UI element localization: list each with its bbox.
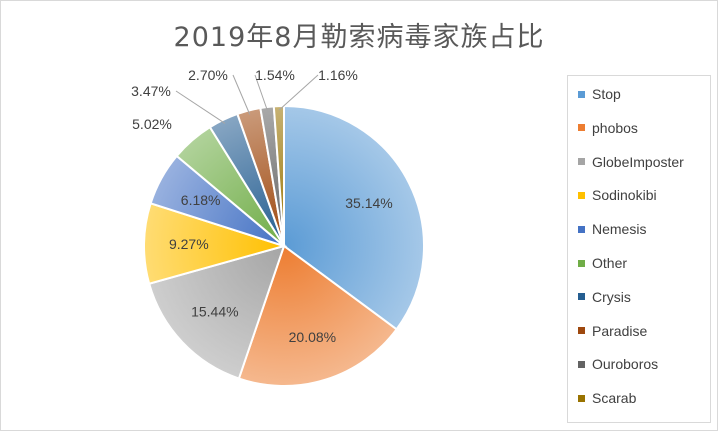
legend-item-stop: Stop bbox=[578, 84, 621, 104]
legend-swatch bbox=[578, 360, 585, 368]
data-label-ouroboros: 1.54% bbox=[255, 67, 295, 83]
legend-item-crysis: Crysis bbox=[578, 287, 631, 307]
chart-legend: Stop phobos GlobeImposter Sodinokibi Nemesis… bbox=[567, 75, 711, 423]
leader-line-paradise bbox=[232, 74, 251, 115]
legend-label: Scarab bbox=[592, 390, 637, 407]
data-label-scarab: 1.16% bbox=[318, 67, 358, 83]
legend-swatch bbox=[578, 259, 585, 267]
legend-swatch bbox=[578, 293, 585, 301]
legend-swatch bbox=[578, 225, 585, 233]
legend-item-phobos: phobos bbox=[578, 118, 638, 138]
legend-swatch bbox=[578, 124, 585, 132]
data-label-stop: 35.14% bbox=[345, 195, 392, 211]
legend-label: GlobeImposter bbox=[592, 153, 684, 170]
leader-line-ouroboros bbox=[254, 74, 269, 112]
legend-swatch bbox=[578, 158, 585, 166]
legend-label: Crysis bbox=[592, 288, 631, 305]
legend-swatch bbox=[578, 90, 585, 98]
legend-item-other: Other bbox=[578, 253, 627, 273]
legend-label: Other bbox=[592, 255, 628, 271]
data-label-other: 5.02% bbox=[132, 116, 172, 132]
pie-slice-phobos bbox=[237, 244, 398, 387]
data-label-sodinokibi: 9.27% bbox=[169, 236, 209, 252]
legend-label: phobos bbox=[592, 119, 638, 136]
legend-item-ouroboros: Ouroboros bbox=[578, 354, 658, 374]
data-label-phobos: 20.08% bbox=[289, 329, 336, 345]
legend-item-scarab: Scarab bbox=[578, 388, 636, 408]
pie-slice-stop bbox=[283, 104, 425, 331]
legend-swatch bbox=[578, 394, 585, 402]
pie-slice-globeimposter bbox=[147, 244, 286, 380]
chart-title: 2019年8月勒索病毒家族占比 bbox=[173, 22, 545, 53]
legend-label: Stop bbox=[592, 86, 621, 102]
legend-label: Sodinokibi bbox=[592, 187, 657, 204]
legend-item-globeimposter: GlobeImposter bbox=[578, 152, 684, 172]
legend-item-nemesis: Nemesis bbox=[578, 219, 646, 239]
legend-item-sodinokibi: Sodinokibi bbox=[578, 185, 657, 205]
data-label-nemesis: 6.18% bbox=[181, 192, 221, 208]
pie-slice-sodinokibi bbox=[143, 202, 288, 285]
leader-line-crysis bbox=[175, 90, 226, 124]
data-label-paradise: 2.70% bbox=[188, 67, 228, 83]
legend-swatch bbox=[578, 327, 585, 335]
legend-item-paradise: Paradise bbox=[578, 321, 647, 341]
legend-label: Ouroboros bbox=[592, 356, 659, 373]
data-label-crysis: 3.47% bbox=[131, 83, 171, 99]
legend-swatch bbox=[578, 191, 585, 199]
legend-label: Paradise bbox=[592, 322, 648, 339]
data-label-globeimposter: 15.44% bbox=[191, 303, 238, 319]
legend-label: Nemesis bbox=[592, 221, 647, 238]
leader-line-scarab bbox=[278, 74, 319, 111]
